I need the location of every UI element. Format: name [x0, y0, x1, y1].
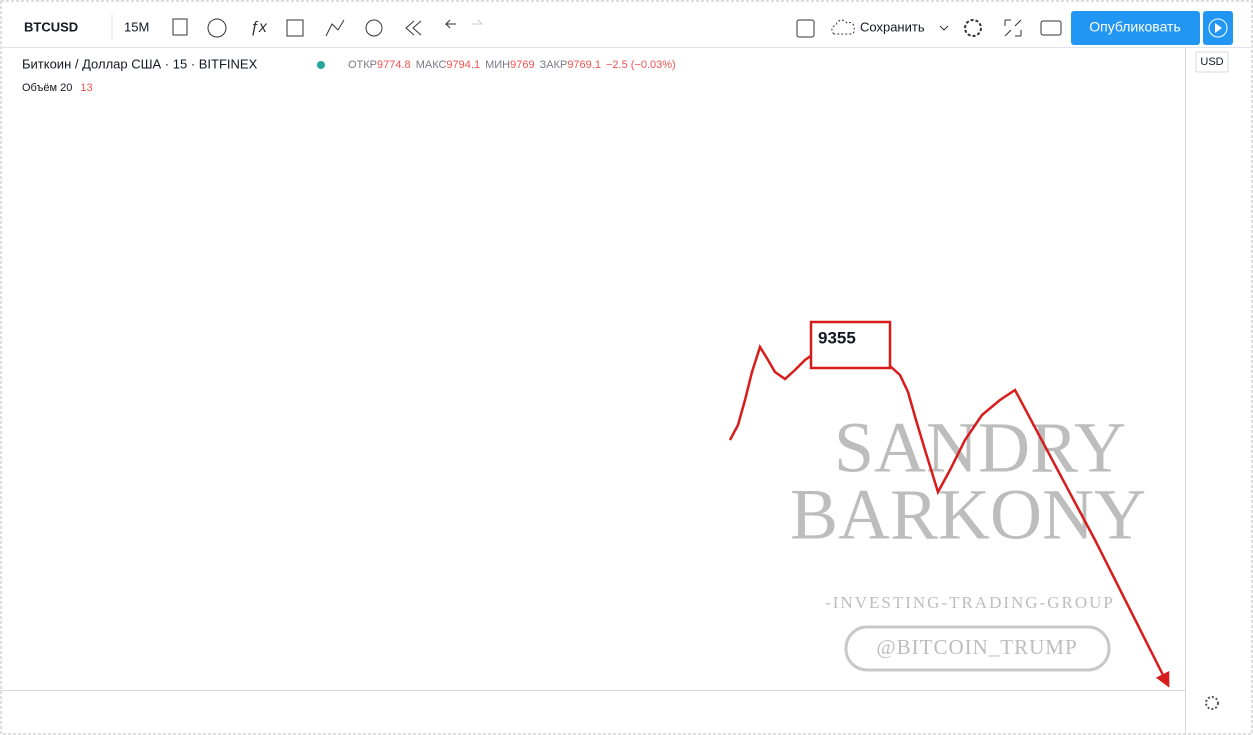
- ohlc-legend: ОТКР9774.8 МАКС9794.1 МИН9769 ЗАКР9769.1 −2.…: [348, 59, 676, 71]
- compare-icon[interactable]: [325, 19, 345, 37]
- candle-icon[interactable]: [172, 18, 188, 36]
- label: ОТКР: [348, 59, 377, 71]
- status-dot: [317, 61, 325, 69]
- layout-icon[interactable]: [796, 19, 815, 38]
- label: МАКС: [416, 59, 447, 71]
- watermark-pill: [844, 625, 1111, 672]
- label: ЗАКР: [540, 59, 568, 71]
- snapshot-icon[interactable]: [1040, 20, 1062, 36]
- redo-icon[interactable]: [472, 19, 484, 25]
- value: 9774.8: [377, 59, 411, 71]
- volume-legend: Объём 20 13: [22, 82, 93, 94]
- currency[interactable]: USD: [1200, 56, 1223, 68]
- projection-path: [889, 365, 1170, 688]
- annotation-box: [809, 320, 892, 370]
- toolbar: BTCUSD 15M ƒx Сохранить Опубликовать: [0, 11, 1253, 48]
- interval[interactable]: 15M: [124, 19, 149, 34]
- publish-label[interactable]: Опубликовать: [1089, 19, 1181, 35]
- change: −2.5 (−0.03%): [606, 59, 676, 71]
- bars-icon[interactable]: [286, 19, 304, 37]
- instrument: Биткоин / Доллар США · 15 · BITFINEX: [22, 56, 258, 71]
- value: 9794.1: [446, 59, 480, 71]
- symbol[interactable]: BTCUSD: [24, 19, 78, 34]
- caret[interactable]: [939, 25, 949, 31]
- value: 9769.1: [567, 59, 601, 71]
- settings-icon[interactable]: [964, 19, 982, 37]
- label: МИН: [485, 59, 510, 71]
- projection-path: [728, 344, 813, 441]
- fullscreen-icon[interactable]: [1004, 19, 1022, 37]
- add-icon[interactable]: [207, 18, 227, 38]
- undo-icon[interactable]: [444, 19, 456, 29]
- watermark: SANDRY BARKONY -INVESTING-TRADING-GROUP …: [790, 408, 1146, 672]
- axis-settings[interactable]: [1205, 696, 1219, 710]
- currency-box[interactable]: [1195, 51, 1229, 73]
- replay-icon[interactable]: [405, 20, 422, 36]
- fx-icon[interactable]: ƒx: [250, 19, 268, 36]
- save-button[interactable]: Сохранить: [860, 19, 925, 34]
- annotation-text: 9355: [818, 328, 856, 347]
- cloud-icon[interactable]: [831, 19, 855, 35]
- watermark-line: BARKONY: [790, 475, 1146, 555]
- label: Объём 20: [22, 82, 72, 94]
- publish-button[interactable]: [1071, 11, 1200, 45]
- watermark-line: SANDRY: [834, 408, 1126, 488]
- alert-icon[interactable]: [365, 19, 383, 37]
- value: 9769: [510, 59, 534, 71]
- play-circle: [1208, 18, 1228, 38]
- value: 13: [80, 82, 92, 94]
- watermark-handle: @BITCOIN_TRUMP: [876, 635, 1077, 659]
- play-arrow: [1215, 23, 1222, 33]
- watermark-tagline: -INVESTING-TRADING-GROUP: [825, 593, 1115, 612]
